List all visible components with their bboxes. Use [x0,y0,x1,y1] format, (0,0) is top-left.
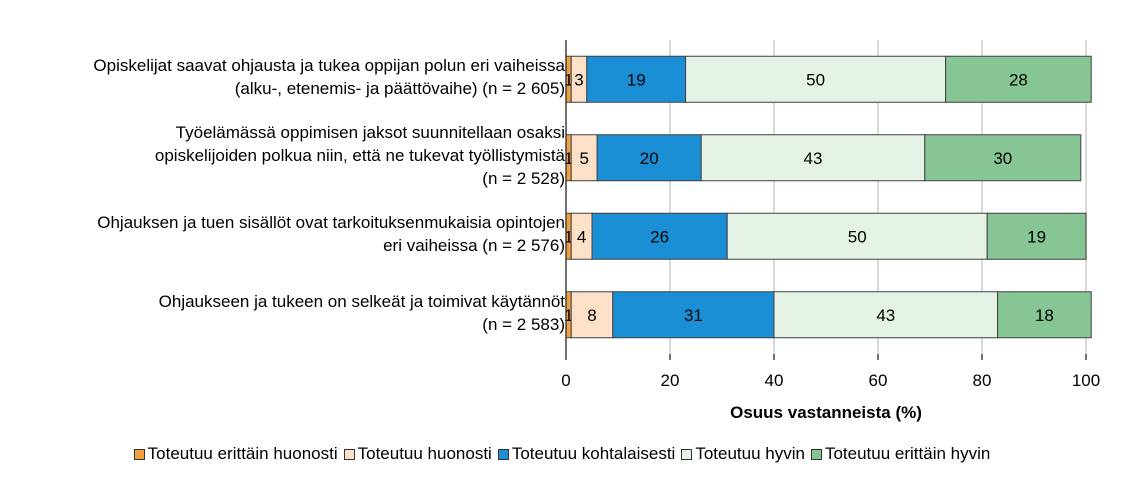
x-axis-title: Osuus vastanneista (%) [730,403,922,422]
legend: Toteutuu erittäin huonosti Toteutuu huono… [0,444,1130,464]
category-label-0: Opiskelijat saavat ohjausta ja tukea opp… [93,54,565,100]
category-label-line: Ohjauksen ja tuen sisällöt ovat tarkoitu… [97,213,565,233]
bars: 1 3 19 50 281 5 20 43 301 4 26 50 191 8 31 43 18 [564,55,1092,339]
legend-item-3: Toteutuu hyvin [681,444,805,464]
category-label-1: Työelämässä oppimisen jaksot suunnitella… [155,121,565,190]
data-label-1-2: 20 [640,149,659,168]
category-label-line: Ohjaukseen ja tukeen on selkeät ja toimi… [158,291,565,311]
legend-label: Toteutuu erittäin hyvin [824,444,991,463]
x-tick-label-2: 40 [765,371,784,390]
legend-swatch [133,448,145,460]
data-label-2-1: 4 [577,227,586,246]
bar-segment-2-3 [726,212,988,260]
legend-item-2: Toteutuu kohtalaisesti [497,444,676,464]
data-label-3-4: 18 [1035,306,1054,325]
data-label-3-3: 43 [876,306,895,325]
bar-segment-2-4 [986,212,1087,260]
x-tick-label-4: 80 [973,371,992,390]
legend-swatch [497,448,509,460]
data-label-0-0: 1 [564,70,573,89]
bar-segment-1-4 [924,134,1082,182]
data-label-2-4: 19 [1027,227,1046,246]
bar-segment-0-4 [945,55,1092,103]
category-label-line: eri vaiheissa (n = 2 576) [383,236,565,256]
category-label-2: Ohjauksen ja tuen sisällöt ovat tarkoitu… [97,211,565,257]
x-tick-label-5: 100 [1072,371,1100,390]
x-tick-label-3: 60 [869,371,888,390]
bar-segment-1-2 [596,134,702,182]
category-label-line: Opiskelijat saavat ohjausta ja tukea opp… [93,56,565,76]
data-label-0-1: 3 [574,70,583,89]
data-label-1-0: 1 [564,149,573,168]
data-label-3-2: 31 [684,306,703,325]
data-label-1-3: 43 [804,149,823,168]
legend-item-4: Toteutuu erittäin hyvin [810,444,991,464]
legend-swatch [343,448,355,460]
legend-swatch [810,448,822,460]
category-label-line: (n = 2 528) [482,169,565,189]
legend-label: Toteutuu hyvin [695,444,805,463]
x-axis: 0 20 40 60 80 100 [561,40,1100,390]
data-label-0-2: 19 [627,70,646,89]
category-label-3: Ohjaukseen ja tukeen on selkeät ja toimi… [159,290,565,336]
data-label-3-1: 8 [587,306,596,325]
category-label-line: opiskelijoiden polkua niin, että ne tuke… [154,146,565,166]
data-label-2-2: 26 [650,227,669,246]
bar-segment-0-3 [685,55,947,103]
data-label-1-4: 30 [993,149,1012,168]
legend-label: Toteutuu kohtalaisesti [511,444,676,463]
data-label-0-3: 50 [806,70,825,89]
data-label-1-1: 5 [579,149,588,168]
category-label-line: (n = 2 583) [482,314,565,334]
bar-segment-2-2 [591,212,728,260]
legend-label: Toteutuu erittäin huonosti [147,444,338,463]
bar-segment-3-3 [773,291,999,339]
bar-segment-3-1 [570,291,614,339]
category-label-line: (alku-, etenemis- ja päättövaihe) (n = 2… [234,79,565,99]
x-tick-label-1: 20 [661,371,680,390]
data-label-2-0: 1 [564,227,573,246]
bar-segment-1-3 [700,134,926,182]
bar-segment-3-4 [997,291,1092,339]
data-label-0-4: 28 [1009,70,1028,89]
bar-segment-3-2 [612,291,775,339]
x-tick-label-0: 0 [561,371,570,390]
data-label-2-3: 50 [848,227,867,246]
legend-label: Toteutuu huonosti [357,444,492,463]
category-label-line: Työelämässä oppimisen jaksot suunnitella… [175,123,565,143]
legend-item-0: Toteutuu erittäin huonosti [133,444,338,464]
bar-segment-1-1 [570,134,598,182]
legend-item-1: Toteutuu huonosti [343,444,492,464]
legend-swatch [681,448,693,460]
data-label-3-0: 1 [564,306,573,325]
